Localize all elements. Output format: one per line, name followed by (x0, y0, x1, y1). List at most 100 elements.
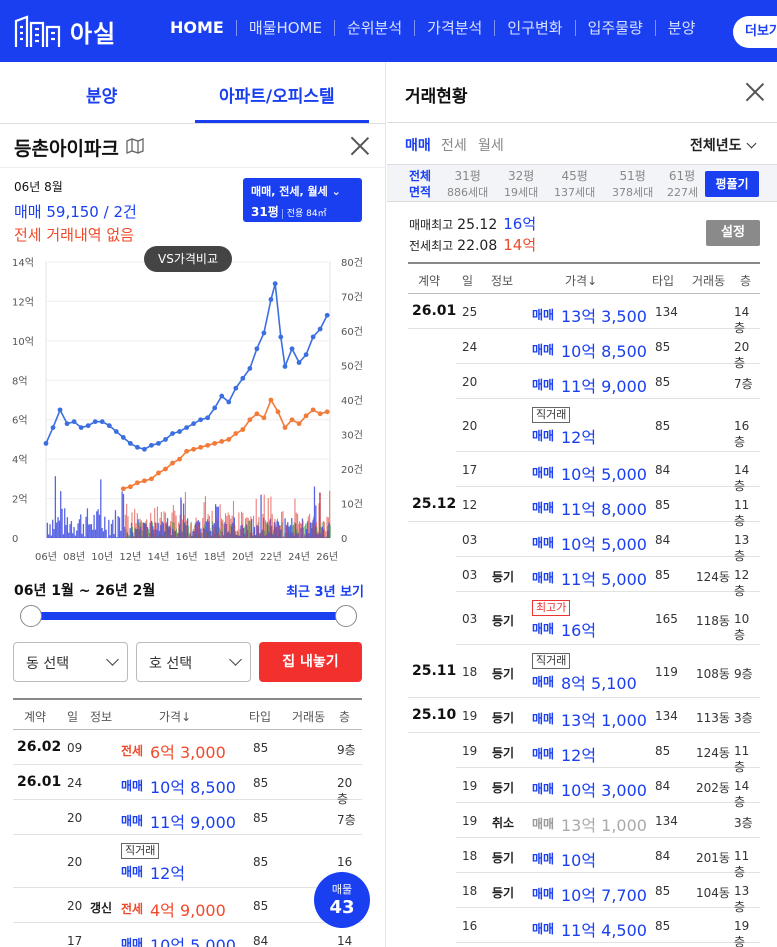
table-row[interactable]: 17 매매 10억 5,000 84 14층 (456, 452, 760, 493)
sale-volume-bar (291, 518, 293, 538)
table-row[interactable]: 19 취소 매매 13억 1,000 134 3층 (456, 803, 760, 838)
jeonse-volume-bar (126, 503, 128, 538)
column-header[interactable]: 가격↓ (565, 274, 598, 288)
vs-compare-button[interactable]: VS가격비교 (144, 246, 232, 272)
table-row[interactable]: 25.12 12 매매 11억 8,000 85 11층 (408, 487, 760, 528)
pyeong-expand-button[interactable]: 평풀기 (705, 171, 759, 197)
area-51[interactable]: 51평 378세대 (612, 168, 653, 201)
sale-price-point (163, 437, 168, 442)
table-row[interactable]: 03 등기 매매 11억 5,000 85 124동 12층 (456, 557, 760, 598)
table-row[interactable]: 19 등기 매매 10억 3,000 84 202동 14층 (456, 768, 760, 809)
deal-price: 13억 1,000 (561, 710, 647, 730)
jeonse-volume-bar (180, 500, 182, 538)
jeonse-volume-bar (135, 523, 137, 538)
sale-volume-bar (209, 530, 211, 538)
nav-price-analysis[interactable]: 가격분석 (415, 20, 496, 36)
contract-day: 20 (462, 418, 478, 433)
settings-button[interactable]: 설정 (706, 220, 760, 246)
nav-listing-home[interactable]: 매물HOME (237, 20, 335, 36)
jeonse-volume-bar (226, 516, 228, 538)
area-45[interactable]: 45평 137세대 (554, 168, 595, 201)
floor: 9층 (337, 742, 356, 757)
building-dong: 124동 (696, 569, 730, 584)
table-row[interactable]: 26.02 09 전세 6억 3,000 85 9층 (13, 730, 362, 765)
table-row[interactable]: 24 매매 10억 8,500 85 20층 (456, 329, 760, 370)
nav-home[interactable]: HOME (170, 20, 237, 36)
table-row[interactable]: 19 등기 매매 12억 85 124동 11층 (456, 733, 760, 774)
deal-price: 6억 3,000 (150, 742, 226, 762)
tab-sale[interactable]: 매매 (405, 138, 431, 154)
nav-supply[interactable]: 입주물량 (576, 20, 656, 36)
sale-price-point (78, 425, 84, 430)
year-select[interactable]: 전체년도 (690, 135, 756, 155)
table-row[interactable]: 20 매매 11억 9,000 85 7층 (456, 364, 760, 399)
tab-jeonse[interactable]: 전세 (441, 138, 467, 154)
period-slider-start-handle[interactable] (20, 605, 42, 627)
recent-3-years-link[interactable]: 최근 3년 보기 (286, 585, 364, 600)
area-all-line2: 면적 (409, 185, 432, 199)
sale-volume-bar (90, 524, 93, 538)
jeonse-volume-bar (240, 511, 243, 538)
area-61[interactable]: 61평 227세대 (667, 168, 697, 201)
sale-price-point (289, 346, 295, 352)
rent-volume-bar (188, 525, 190, 538)
tab-presale[interactable]: 분양 (86, 87, 118, 107)
nav-ranking[interactable]: 순위분석 (335, 20, 416, 36)
area-units: 19세대 (504, 186, 539, 199)
close-apartment-icon[interactable] (350, 136, 370, 156)
list-my-home-button[interactable]: 집 내놓기 (259, 642, 362, 682)
column-header[interactable]: 가격↓ (159, 710, 192, 724)
trade-type-selector[interactable]: 매매, 전세, 월세 ⌄ 31평 전용 84㎡ (243, 178, 362, 222)
table-row[interactable]: 03 등기 최고가 매매 16억 165 118동 10층 (456, 592, 760, 645)
deal-price: 12억 (561, 427, 597, 447)
table-row[interactable]: 18 등기 매매 10억 7,700 85 104동 13층 (456, 873, 760, 914)
sale-volume-bar (53, 529, 55, 538)
sale-volume-bar (93, 514, 95, 538)
table-row[interactable]: 17 매매 10억 5,000 84 14층 (13, 923, 362, 947)
table-row[interactable]: 26.01 24 매매 10억 8,500 85 20층 (13, 765, 362, 806)
pyeong-label: 31평 (251, 205, 279, 219)
jeonse-volume-bar (327, 517, 329, 538)
jeonse-volume-bar (175, 515, 177, 538)
dong-select-label: 동 선택 (26, 656, 70, 672)
sale-price-point (64, 421, 70, 427)
jeonse-volume-bar (251, 532, 253, 538)
area-31[interactable]: 31평 886세대 (447, 168, 488, 201)
rent-volume-bar (293, 522, 295, 538)
dong-select[interactable]: 동 선택 (13, 642, 128, 682)
map-icon[interactable] (126, 138, 144, 154)
ho-select[interactable]: 호 선택 (136, 642, 251, 682)
table-row[interactable]: 20 갱신 전세 4억 9,000 85 (13, 888, 362, 923)
jeonse-price-point (177, 456, 182, 462)
listings-float-button[interactable]: 매물 43 (314, 872, 370, 928)
jeonse-volume-bar (289, 531, 291, 538)
period-slider-track[interactable] (30, 612, 346, 620)
nav-population[interactable]: 인구변화 (495, 20, 576, 36)
sale-price-point (170, 431, 175, 436)
x-tick-label: 14년 (147, 551, 169, 563)
table-row[interactable]: 16 매매 11억 4,500 85 19층 (456, 908, 760, 947)
table-row[interactable]: 26.01 25 매매 13억 3,500 134 14층 (408, 294, 760, 335)
area-all-line1: 전체 (409, 169, 432, 183)
close-panel-icon[interactable] (745, 82, 765, 102)
price-trend-chart[interactable]: 14억 12억 10억 8억 6억 4억 2억 0 80건 70건 60건 50건 40건 30건 20건 1… (0, 238, 386, 568)
table-row[interactable]: 18 등기 매매 10억 84 201동 11층 (456, 838, 760, 879)
nav-presale[interactable]: 분양 (667, 19, 696, 37)
contract-day: 03 (462, 567, 478, 582)
tab-apartment[interactable]: 아파트/오피스텔 (219, 87, 335, 107)
logo[interactable]: 아실 (14, 14, 116, 49)
period-slider-end-handle[interactable] (335, 605, 357, 627)
sale-volume-bar (78, 519, 81, 538)
area-32[interactable]: 32평 19세대 (504, 168, 538, 201)
table-row[interactable]: 03 매매 10억 5,000 84 13층 (456, 522, 760, 563)
table-row[interactable]: 25.11 18 등기 직거래 매매 8억 5,100 119 108동 9층 (408, 645, 760, 698)
table-row[interactable]: 20 매매 11억 9,000 85 7층 (13, 800, 362, 835)
tab-monthly[interactable]: 월세 (478, 138, 504, 154)
sale-price-point (85, 423, 91, 429)
jeonse-volume-bar (228, 515, 231, 538)
more-button[interactable]: 더보기 (733, 16, 777, 48)
table-row[interactable]: 25.10 19 등기 매매 13억 1,000 134 113동 3층 (408, 698, 760, 733)
